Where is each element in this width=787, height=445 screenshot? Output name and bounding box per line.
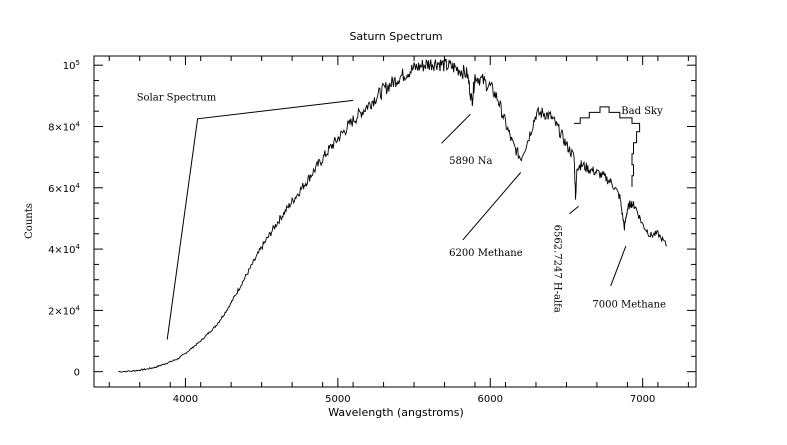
annotation-leader-line [166, 99, 354, 340]
x-tick-label: 4000 [173, 394, 198, 405]
annotation-leader-line [441, 113, 471, 144]
annotation-label: 6200 Methane [449, 248, 523, 259]
annotations: Solar Spectrum 5890 Na 6200 Methane 6562.72… [137, 92, 666, 340]
x-tick-label: 6000 [478, 394, 503, 405]
y-tick-label: 6×104 [48, 182, 80, 195]
annotation-label: 7000 Methane [592, 299, 666, 310]
annotation-label: 5890 Na [449, 156, 492, 167]
x-tick-label: 5000 [325, 394, 350, 405]
y-tick-label: 4×104 [48, 243, 80, 256]
series [118, 57, 668, 373]
bad-sky-outline [574, 106, 641, 187]
x-axis-label: Wavelength (angstroms) [328, 406, 464, 419]
axis-ticks: 4000 5000 6000 7000 0 2×104 4×104 6×104 8×104 105 [48, 56, 696, 405]
annotation-label: 6562.7247 H-alfa [551, 225, 562, 313]
annotation-leader-line [610, 245, 627, 287]
y-tick-label: 105 [63, 59, 80, 72]
y-tick-label: 0 [74, 368, 80, 379]
y-axis-label: Counts [24, 203, 35, 239]
y-tick-label: 2×104 [48, 304, 80, 317]
annotation-leader-line [569, 205, 579, 215]
annotation-leader-line [462, 172, 522, 241]
plot-frame [93, 55, 697, 388]
annotation-label: Solar Spectrum [137, 92, 217, 103]
spectrum-line [118, 57, 668, 373]
y-tick-label: 8×104 [48, 120, 80, 133]
chart-title: Saturn Spectrum [349, 30, 442, 43]
x-tick-label: 7000 [630, 394, 655, 405]
annotation-label: Bad Sky [621, 106, 663, 117]
